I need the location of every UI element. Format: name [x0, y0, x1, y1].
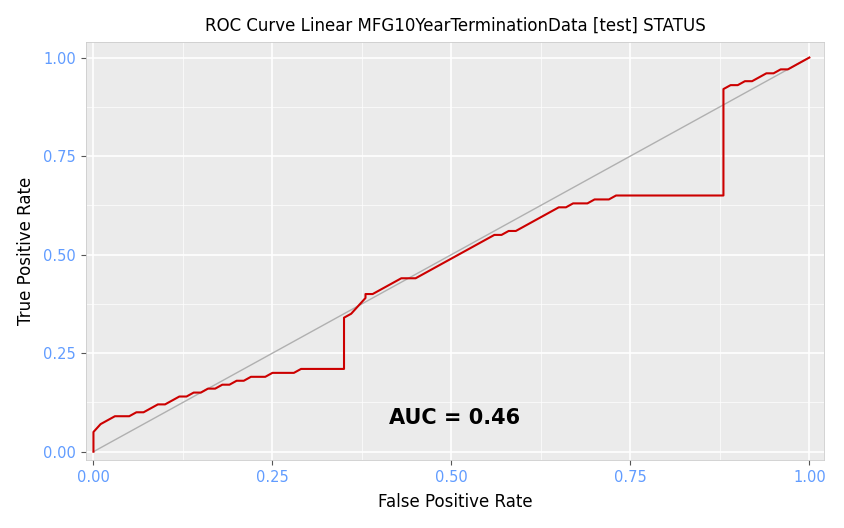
X-axis label: False Positive Rate: False Positive Rate [377, 493, 533, 511]
Title: ROC Curve Linear MFG10YearTerminationData [test] STATUS: ROC Curve Linear MFG10YearTerminationDat… [204, 17, 706, 35]
Text: AUC = 0.46: AUC = 0.46 [389, 408, 521, 428]
Y-axis label: True Positive Rate: True Positive Rate [17, 176, 35, 325]
